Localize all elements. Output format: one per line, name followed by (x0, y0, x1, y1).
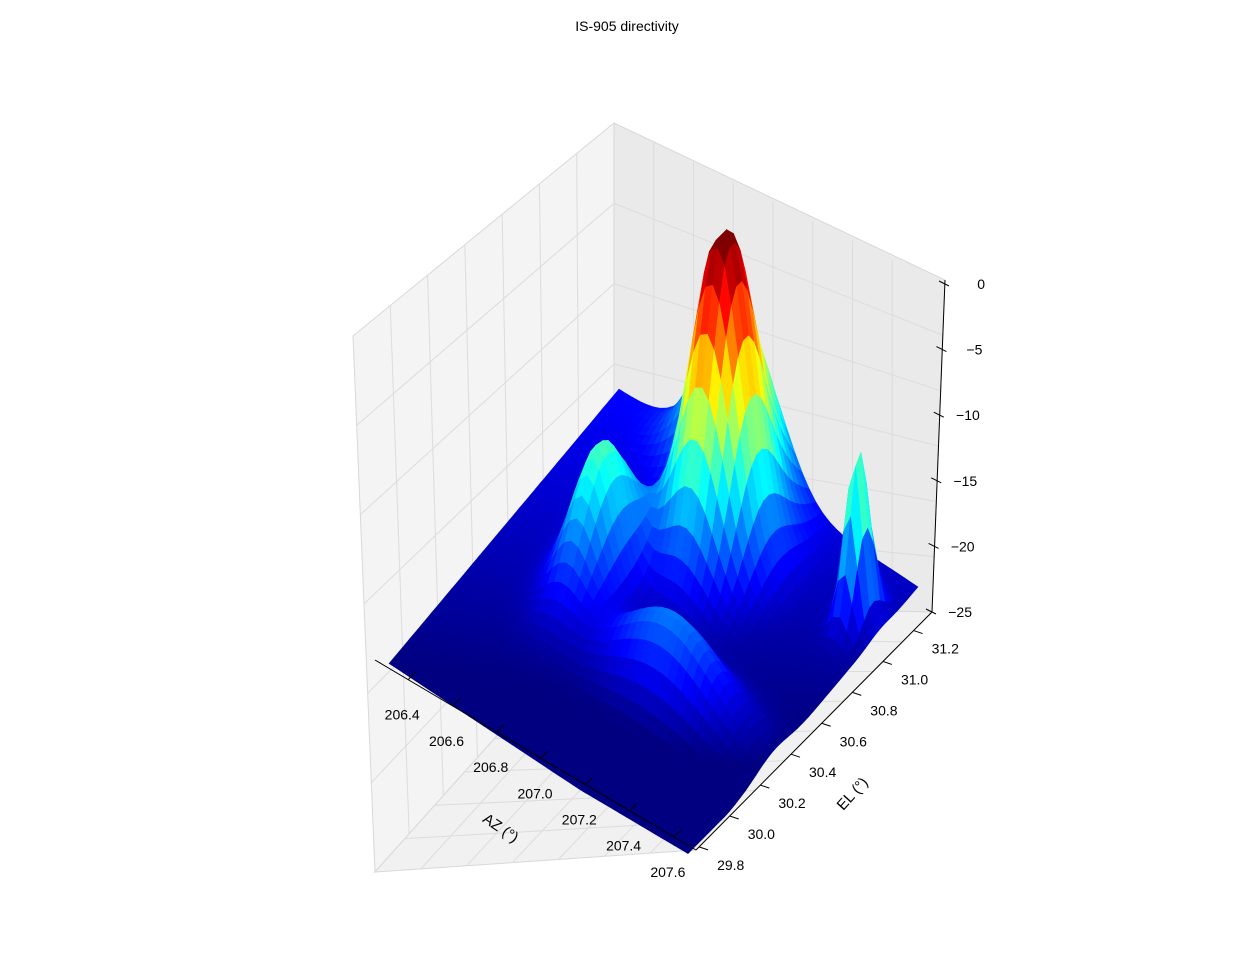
x-axis-line (374, 659, 697, 851)
tick-mark (729, 815, 739, 820)
tick-mark (407, 672, 416, 681)
tick-mark (584, 777, 593, 785)
tick-mark (928, 542, 939, 549)
grid-line (613, 202, 944, 336)
x-tick-label: 207.6 (650, 864, 685, 880)
tick-mark (821, 722, 831, 727)
grid-line (613, 283, 941, 392)
y-tick-label: 30.0 (748, 826, 775, 842)
x-tick-label: 206.4 (385, 707, 420, 723)
chart-title: IS-905 directivity (575, 18, 678, 34)
tick-mark (913, 630, 923, 635)
x-tick-label: 206.8 (473, 759, 508, 775)
y-tick-label: 30.8 (870, 702, 897, 718)
z-tick-label: −5 (966, 342, 982, 358)
z-axis-line (931, 279, 946, 613)
y-tick-label: 30.2 (778, 795, 805, 811)
y-tick-label: 31.2 (932, 641, 959, 657)
x-tick-label: 207.0 (518, 785, 553, 801)
tick-mark (629, 803, 637, 812)
z-tick-label: −15 (953, 473, 977, 489)
tick-mark (790, 753, 801, 758)
x-tick-label: 207.2 (562, 811, 597, 827)
z-tick-label: 0 (977, 276, 985, 292)
tick-mark (698, 846, 709, 851)
z-tick-label: −20 (951, 538, 975, 554)
tick-mark (673, 829, 682, 838)
y-axis-label: EL (°) (834, 774, 872, 814)
y-tick-label: 31.0 (901, 671, 928, 687)
surface-plot (388, 228, 919, 854)
x-tick-label: 207.4 (606, 838, 641, 854)
y-tick-label: 29.8 (717, 857, 744, 873)
grid-line (363, 363, 615, 605)
tick-mark (496, 724, 505, 733)
y-axis-line (695, 611, 933, 851)
tick-mark (930, 477, 942, 484)
y-tick-label: 30.6 (840, 733, 867, 749)
tick-mark (852, 691, 862, 696)
tick-mark (938, 280, 950, 287)
tick-mark (936, 346, 947, 353)
y-tick-label: 30.4 (809, 764, 836, 780)
tick-mark (933, 411, 945, 418)
tick-mark (925, 608, 937, 615)
tick-mark (452, 698, 460, 707)
z-tick-label: −10 (956, 407, 980, 423)
x-tick-label: 206.6 (429, 733, 464, 749)
grid-line (359, 283, 615, 516)
grid-line (356, 202, 615, 426)
tick-mark (540, 750, 549, 759)
z-tick-label: −25 (948, 604, 972, 620)
tick-mark (882, 660, 893, 665)
tick-mark (760, 784, 770, 789)
